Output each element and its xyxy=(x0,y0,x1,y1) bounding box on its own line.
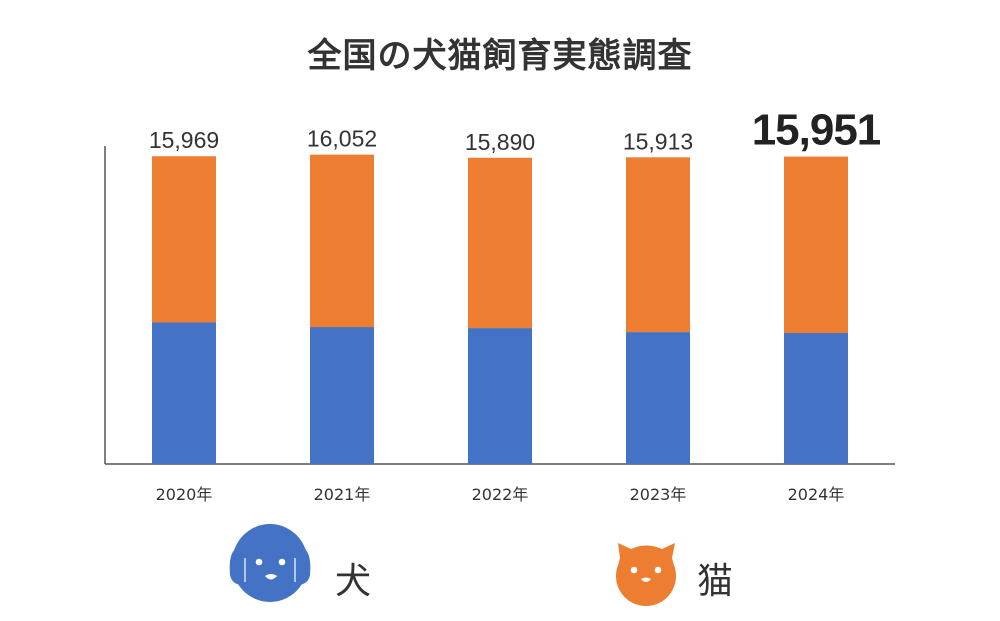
x-tick-label: 2023年 xyxy=(630,485,687,504)
chart-title: 全国の犬猫飼育実態調査 xyxy=(307,36,693,76)
x-tick-label: 2022年 xyxy=(472,485,529,504)
total-label: 15,969 xyxy=(149,127,219,153)
bar-cat-2024年 xyxy=(784,156,848,334)
legend-label-cat: 猫 xyxy=(697,561,734,602)
total-label: 16,052 xyxy=(307,126,377,152)
cat-face-icon xyxy=(616,543,676,606)
bar-dog-2020年 xyxy=(152,322,216,464)
total-label: 15,890 xyxy=(465,129,535,155)
bar-dog-2023年 xyxy=(626,332,690,464)
dog-face-icon xyxy=(229,524,311,602)
bar-cat-2023年 xyxy=(626,157,690,333)
bar-dog-2024年 xyxy=(784,333,848,464)
bar-cat-2022年 xyxy=(468,157,532,329)
x-tick-label: 2021年 xyxy=(314,485,371,504)
bar-dog-2022年 xyxy=(468,328,532,464)
bar-cat-2021年 xyxy=(310,154,374,328)
bar-dog-2021年 xyxy=(310,327,374,464)
total-label: 15,951 xyxy=(752,106,881,155)
bar-cat-2020年 xyxy=(152,156,216,323)
total-label: 15,913 xyxy=(623,128,693,154)
x-tick-label: 2024年 xyxy=(788,485,845,504)
x-tick-label: 2020年 xyxy=(156,485,213,504)
legend-label-dog: 犬 xyxy=(335,561,372,602)
